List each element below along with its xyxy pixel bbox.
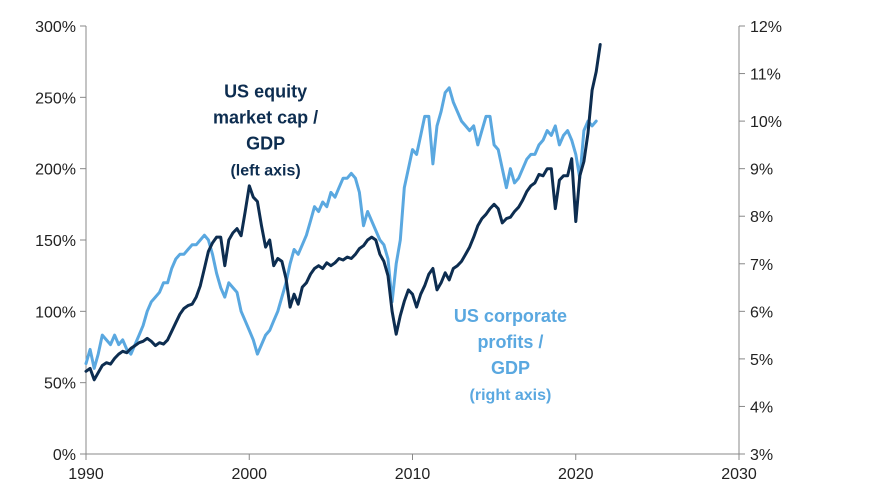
x-tick-label: 2020: [558, 466, 594, 483]
x-tick-label: 2010: [395, 466, 431, 483]
left-axis-tick-label: 250%: [35, 90, 76, 107]
right-axis-tick-label: 7%: [750, 257, 773, 274]
right-axis-tick-label: 4%: [750, 399, 773, 416]
annotation-line: market cap /: [213, 107, 318, 127]
series-line-right-axis: [84, 86, 598, 370]
right-axis-tick-label: 10%: [750, 114, 782, 131]
annotation-line: US corporate: [454, 306, 567, 326]
annotation-line: US equity: [224, 81, 307, 101]
annotation-line: (right axis): [470, 387, 552, 404]
right-axis-tick-label: 6%: [750, 304, 773, 321]
annotation-line: GDP: [491, 358, 530, 378]
annotation-line: profits /: [477, 332, 543, 352]
x-tick-label: 2030: [721, 466, 757, 483]
series-line-left-axis: [84, 43, 602, 382]
left-axis-tick-labels: 0% 50% 100% 150% 200% 250% 300%: [35, 19, 76, 464]
series-layer: [84, 43, 602, 382]
annotation-line: (left axis): [230, 162, 300, 179]
right-axis-tick-label: 5%: [750, 352, 773, 369]
plot-axes: [80, 25, 745, 460]
annotation-line: GDP: [246, 133, 285, 153]
right-axis-tick-label: 11%: [750, 67, 781, 84]
right-axis-tick-labels: 3% 4% 5% 6% 7% 8% 9% 10% 11% 12%: [750, 19, 782, 464]
x-tick-label: 2000: [231, 466, 267, 483]
right-axis-tick-label: 8%: [750, 209, 773, 226]
right-axis-tick-label: 3%: [750, 447, 773, 464]
left-axis-tick-label: 150%: [35, 233, 76, 250]
x-tick-label: 1990: [68, 466, 104, 483]
left-axis-tick-label: 200%: [35, 162, 76, 179]
right-axis-tick-label: 9%: [750, 162, 773, 179]
x-tick-labels: 1990 2000 2010 2020 2030: [68, 466, 757, 483]
left-axis-tick-label: 0%: [53, 447, 76, 464]
left-axis-tick-label: 50%: [44, 376, 76, 393]
left-axis-tick-label: 300%: [35, 19, 76, 36]
left-axis-tick-label: 100%: [35, 304, 76, 321]
annotation-layer: US equity market cap / GDP (left axis) US co…: [213, 81, 567, 403]
right-axis-tick-label: 12%: [750, 19, 782, 36]
annotation-equity-market-cap: US equity market cap / GDP (left axis): [213, 81, 318, 179]
annotation-corporate-profits: US corporate profits / GDP (right axis): [454, 306, 567, 404]
